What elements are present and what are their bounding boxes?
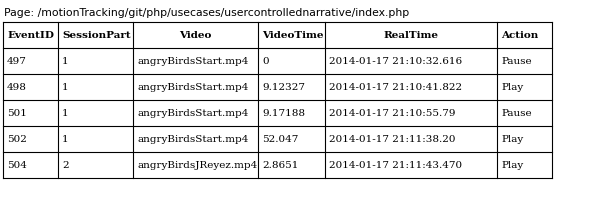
Text: Page: /motionTracking/git/php/usecases/usercontrollednarrative/index.php: Page: /motionTracking/git/php/usecases/u… — [4, 8, 409, 18]
Text: 1: 1 — [62, 82, 69, 92]
Text: 502: 502 — [7, 134, 27, 143]
Text: 1: 1 — [62, 109, 69, 118]
Text: VideoTime: VideoTime — [262, 31, 324, 40]
Text: 9.12327: 9.12327 — [262, 82, 305, 92]
Text: 2014-01-17 21:10:55.79: 2014-01-17 21:10:55.79 — [329, 109, 455, 118]
Text: EventID: EventID — [7, 31, 54, 40]
Text: angryBirdsStart.mp4: angryBirdsStart.mp4 — [137, 57, 248, 65]
Text: 2: 2 — [62, 161, 69, 170]
Text: SessionPart: SessionPart — [62, 31, 130, 40]
Text: Action: Action — [501, 31, 538, 40]
Text: 9.17188: 9.17188 — [262, 109, 305, 118]
Text: 2014-01-17 21:10:41.822: 2014-01-17 21:10:41.822 — [329, 82, 462, 92]
Text: 2014-01-17 21:11:38.20: 2014-01-17 21:11:38.20 — [329, 134, 455, 143]
Text: 504: 504 — [7, 161, 27, 170]
Text: angryBirdsJReyez.mp4: angryBirdsJReyez.mp4 — [137, 161, 257, 170]
Text: Play: Play — [501, 134, 523, 143]
Text: angryBirdsStart.mp4: angryBirdsStart.mp4 — [137, 134, 248, 143]
Text: Video: Video — [179, 31, 212, 40]
Text: 2014-01-17 21:11:43.470: 2014-01-17 21:11:43.470 — [329, 161, 462, 170]
Text: Play: Play — [501, 82, 523, 92]
Text: 1: 1 — [62, 57, 69, 65]
Text: Pause: Pause — [501, 109, 532, 118]
Text: 501: 501 — [7, 109, 27, 118]
Text: Play: Play — [501, 161, 523, 170]
Text: 2014-01-17 21:10:32.616: 2014-01-17 21:10:32.616 — [329, 57, 462, 65]
Text: Pause: Pause — [501, 57, 532, 65]
Text: 0: 0 — [262, 57, 269, 65]
Text: 497: 497 — [7, 57, 27, 65]
Text: 1: 1 — [62, 134, 69, 143]
Text: 2.8651: 2.8651 — [262, 161, 299, 170]
Text: 52.047: 52.047 — [262, 134, 299, 143]
Text: 498: 498 — [7, 82, 27, 92]
Text: angryBirdsStart.mp4: angryBirdsStart.mp4 — [137, 109, 248, 118]
Text: angryBirdsStart.mp4: angryBirdsStart.mp4 — [137, 82, 248, 92]
Text: RealTime: RealTime — [384, 31, 439, 40]
